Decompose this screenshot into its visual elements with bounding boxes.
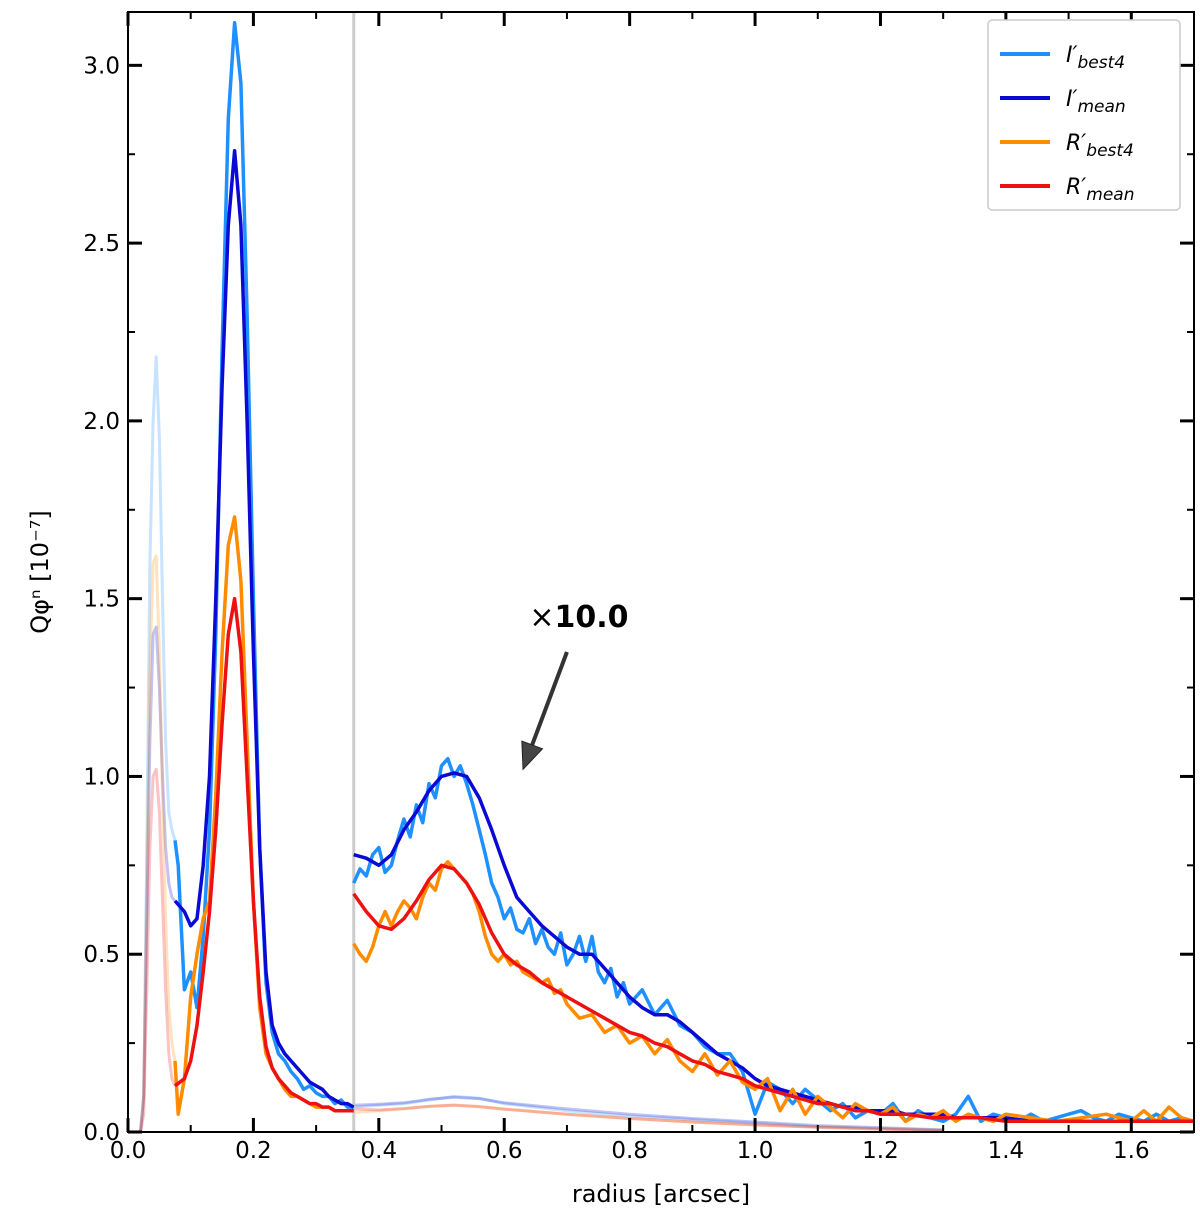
annotation-value: 10.0 (554, 600, 628, 635)
legend-box (987, 19, 1181, 211)
x-tick-label: 1.4 (988, 1138, 1025, 1164)
faint-series-line-4 (353, 1094, 944, 1132)
scaled-series-line-2 (352, 860, 1195, 1124)
series-line-1 (173, 148, 355, 1109)
legend: I′best4 I′mean R′best4 R′mean (987, 19, 1181, 211)
faint-series-group (128, 355, 944, 1134)
x-tick-label: 1.2 (862, 1138, 899, 1164)
annotation-arrow-head (521, 740, 544, 771)
x-tick-label: 0.4 (361, 1138, 398, 1164)
series-line-3 (173, 596, 354, 1113)
x-tick-label: 1.6 (1113, 1138, 1150, 1164)
y-tick-label: 0.0 (83, 1120, 120, 1146)
annotation-prefix: × (529, 600, 554, 635)
y-tick-label: 2.0 (83, 409, 120, 435)
legend-label: I′mean (1066, 87, 1126, 117)
series-group (173, 20, 1195, 1124)
annotation-text: ×10.0 (529, 600, 628, 635)
x-tick-label: 0.8 (611, 1138, 648, 1164)
x-tick-label: 1.0 (737, 1138, 774, 1164)
x-axis-label: radius [arcsec] (572, 1180, 750, 1208)
y-tick-label: 0.5 (83, 942, 120, 968)
x-tick-label: 0.2 (235, 1138, 272, 1164)
axis-ticks: 0.0 0.2 0.4 0.6 0.8 1.0 1.2 1.4 1.6 0.0 0.5 1.0 1.5 2… (83, 12, 1195, 1164)
faint-series-line-7 (353, 1103, 944, 1133)
x-tick-label: 0.6 (486, 1138, 523, 1164)
annotation: ×10.0 (521, 600, 628, 771)
x-tick-label: 0.0 (110, 1138, 147, 1164)
faint-series-line-6 (353, 1103, 944, 1132)
legend-label: R′best4 (1066, 131, 1134, 161)
annotation-arrow (530, 651, 569, 746)
legend-label: I′best4 (1066, 43, 1125, 73)
y-tick-label: 1.5 (83, 587, 120, 613)
faint-series-line-5 (353, 1095, 944, 1132)
legend-label: R′mean (1066, 175, 1135, 205)
faint-series-line-0 (128, 355, 177, 1134)
y-tick-label: 1.0 (83, 764, 120, 790)
faint-series-line-3 (128, 767, 177, 1134)
scaled-series-line-3 (352, 863, 1194, 1124)
y-tick-label: 3.0 (83, 53, 120, 79)
y-tick-label: 2.5 (83, 231, 120, 257)
faint-series-line-2 (128, 554, 177, 1134)
faint-series-line-1 (128, 625, 177, 1134)
plot-frame (127, 11, 1195, 1133)
y-axis-label: Qφⁿ [10⁻⁷] (26, 510, 54, 633)
